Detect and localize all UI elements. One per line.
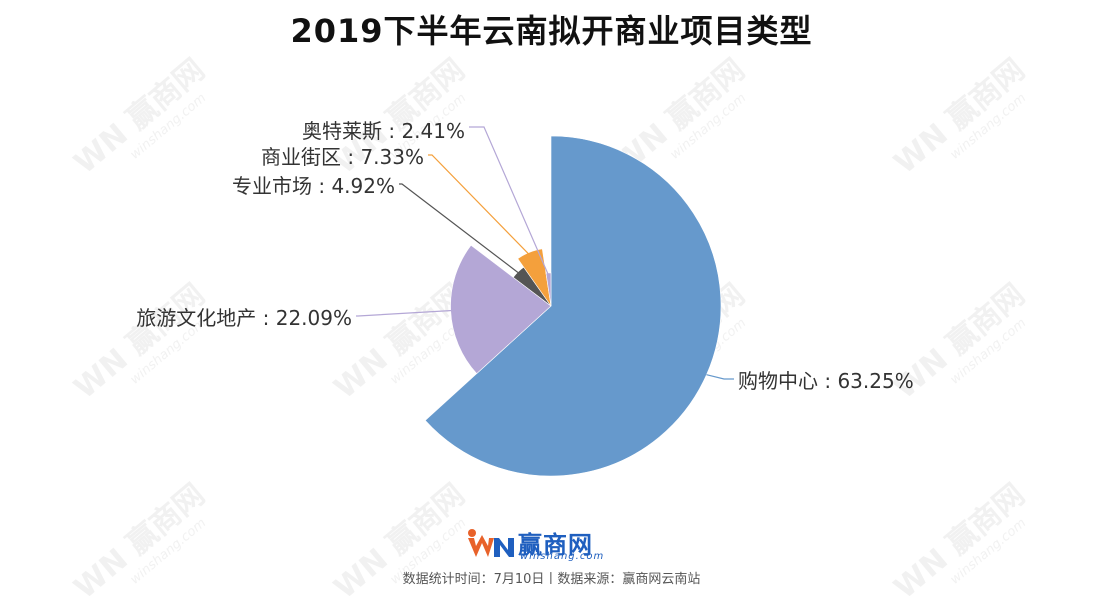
data-label-1: 购物中心 : 63.25% bbox=[738, 369, 914, 393]
brand-logo: 赢商网 winshang.com bbox=[466, 527, 646, 563]
brand-name: 赢商网 bbox=[518, 531, 593, 559]
leader-line-2 bbox=[356, 309, 459, 317]
leader-line-5 bbox=[469, 126, 550, 276]
pie-slice-5 bbox=[545, 272, 552, 307]
leader-line-4 bbox=[428, 154, 532, 258]
leader-line-1 bbox=[706, 374, 734, 380]
chart-title: 2019下半年云南拟开商业项目类型 bbox=[290, 12, 813, 50]
data-label-3: 专业市场 : 4.92% bbox=[232, 174, 395, 198]
data-label-4: 商业街区 : 7.33% bbox=[261, 145, 424, 169]
pie-slice-1 bbox=[424, 135, 722, 477]
winshang-logo-icon bbox=[468, 529, 514, 557]
data-label-5: 奥特莱斯 : 2.41% bbox=[302, 119, 465, 143]
pie-labels: 购物中心 : 63.25% 旅游文化地产 : 22.09% 专业市场 : 4.92%… bbox=[136, 119, 913, 393]
leader-line-3 bbox=[399, 183, 522, 276]
data-label-2: 旅游文化地产 : 22.09% bbox=[136, 306, 352, 330]
source-note: 数据统计时间：7月10日丨数据来源：赢商网云南站 bbox=[402, 572, 701, 587]
brand-domain: winshang.com bbox=[520, 551, 605, 562]
pie-slices bbox=[424, 135, 722, 477]
